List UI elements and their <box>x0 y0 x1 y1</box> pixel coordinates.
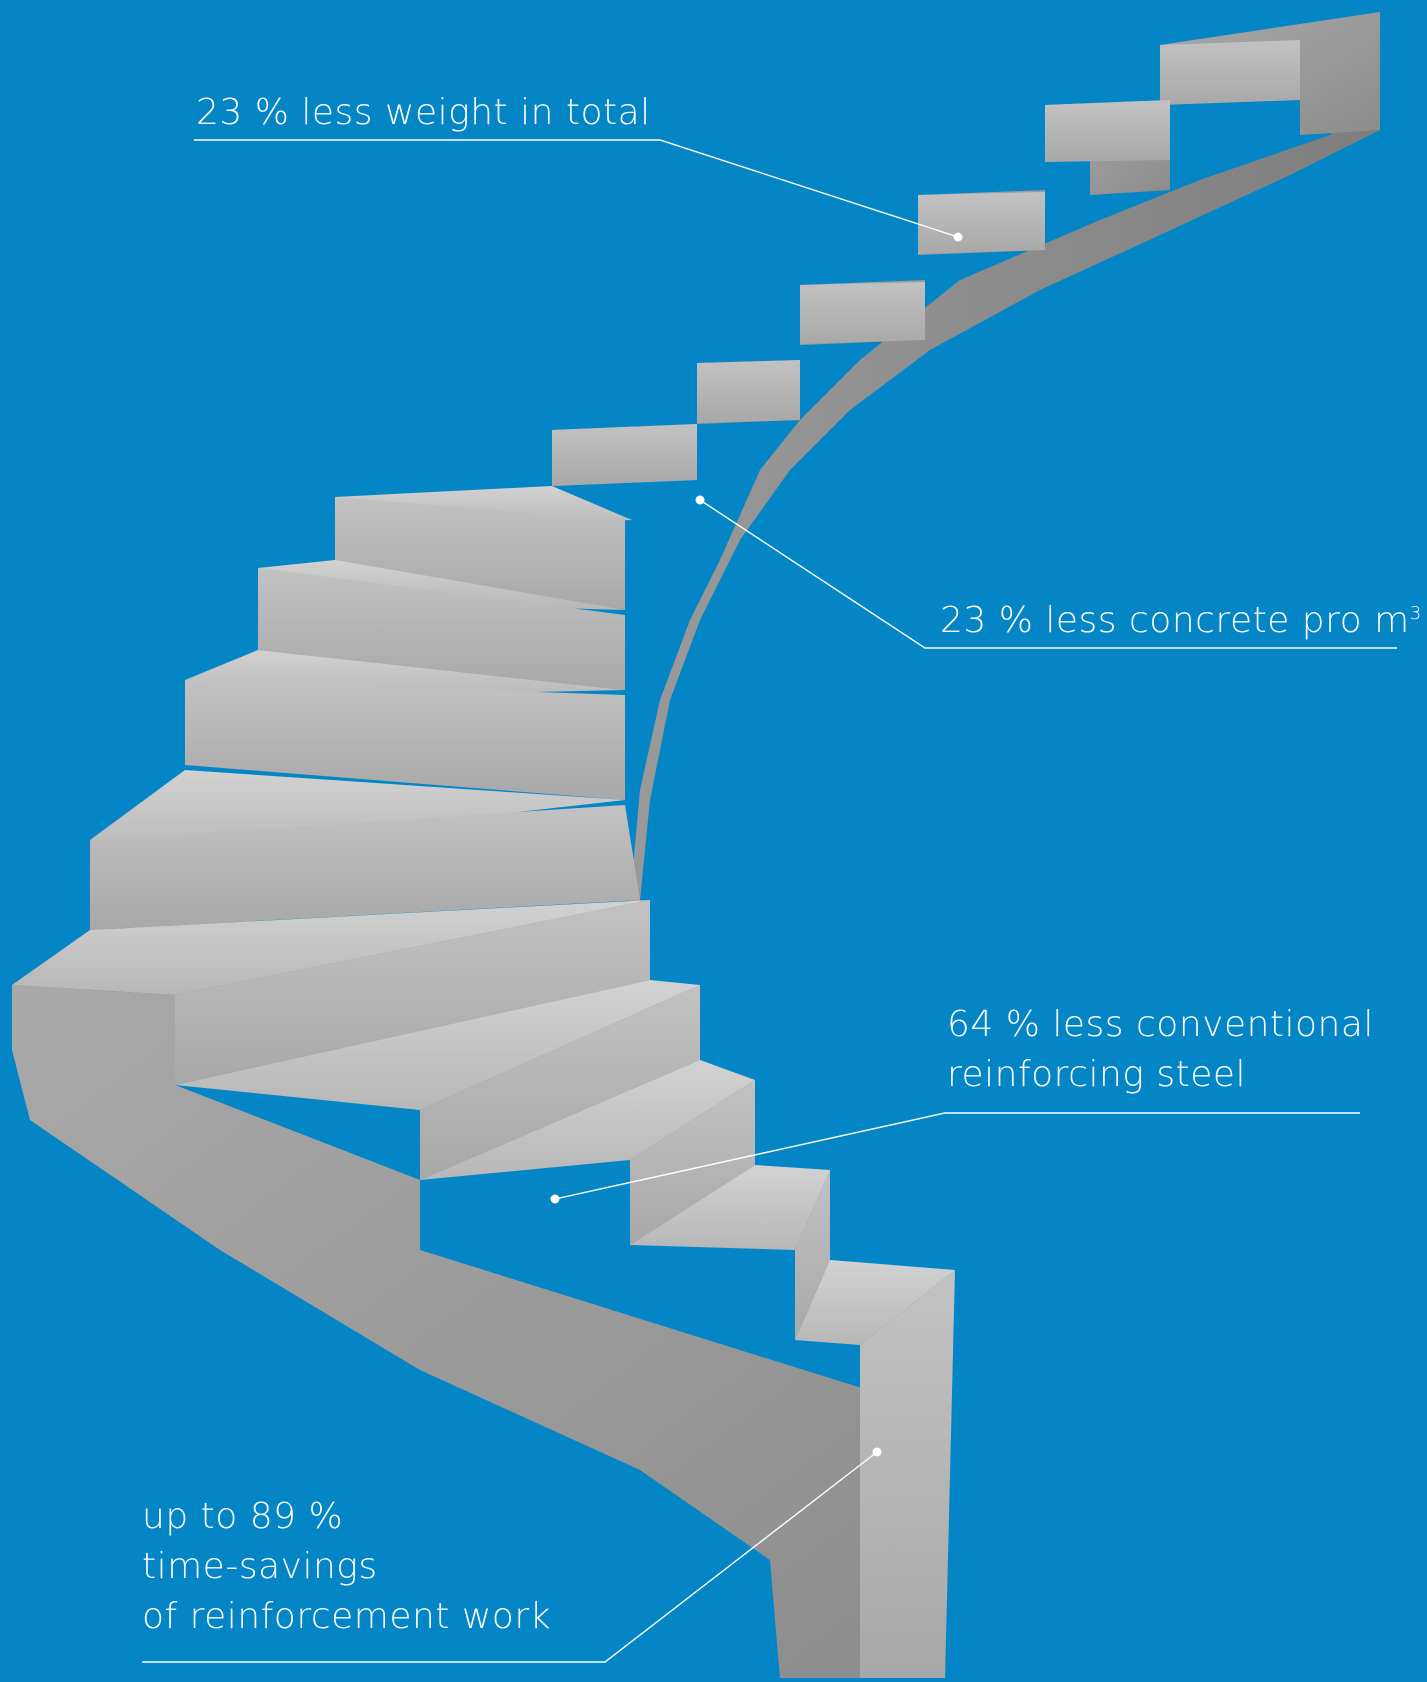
leader-time <box>142 1451 878 1663</box>
annotation-concrete-text: 23 % less concrete pro m <box>940 600 1410 641</box>
stair-underside <box>620 12 1380 970</box>
middle-flight <box>12 486 650 1085</box>
dot-time <box>872 1447 882 1457</box>
annotation-time-line-2: time-savings <box>142 1546 378 1587</box>
annotation-time-line-3: of reinforcement work <box>142 1596 551 1637</box>
leader-lines <box>142 139 1397 1663</box>
annotation-concrete: 23 % less concrete pro m3 <box>940 596 1422 646</box>
dot-weight <box>953 232 963 242</box>
annotation-time: up to 89 % time-savings of reinforcement… <box>142 1492 551 1642</box>
leader-steel <box>554 1112 1360 1200</box>
leader-concrete <box>699 499 1397 649</box>
upper-flight <box>552 12 1380 486</box>
leader-dots <box>550 232 963 1457</box>
leader-weight <box>194 139 959 238</box>
annotation-concrete-superscript: 3 <box>1409 603 1422 624</box>
annotation-weight-text: 23 % less weight in total <box>196 92 651 133</box>
annotation-time-line-1: up to 89 % <box>142 1496 344 1537</box>
annotation-weight: 23 % less weight in total <box>196 88 651 138</box>
annotation-steel-line-1: 64 % less conventional <box>947 1004 1374 1045</box>
dot-steel <box>550 1194 560 1204</box>
annotation-steel-line-2: reinforcing steel <box>947 1054 1247 1095</box>
lower-flight <box>12 980 955 1680</box>
annotation-steel: 64 % less conventional reinforcing steel <box>947 1000 1374 1100</box>
dot-concrete <box>695 495 705 505</box>
